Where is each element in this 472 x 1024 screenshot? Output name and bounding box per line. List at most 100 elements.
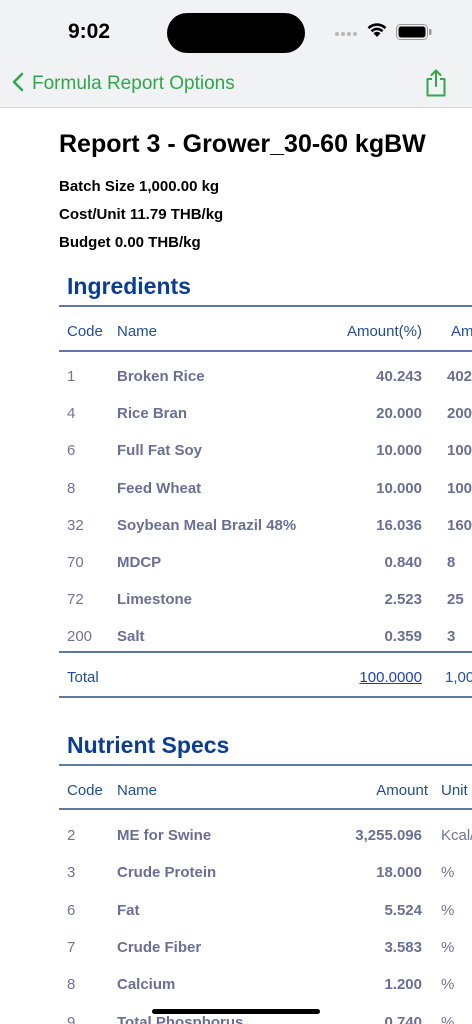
table-row: 6 Full Fat Soy 10.000 100 [0, 442, 472, 479]
cell-amount: 1.200 [384, 976, 422, 994]
cell-code: 200 [67, 628, 93, 646]
home-indicator [152, 1009, 320, 1014]
cell-amount: 8 [447, 554, 456, 571]
cell-amount-pct: 0.840 [384, 554, 422, 571]
cell-name: Calcium [117, 976, 176, 994]
cell-unit: % [441, 938, 455, 956]
table-row: 2 ME for Swine 3,255.096 Kcal/ [0, 827, 472, 864]
cell-name: Limestone [117, 591, 193, 609]
cell-name: Rice Bran [117, 405, 188, 423]
cell-code: 1 [67, 368, 76, 385]
report-content[interactable]: Report 3 - Grower_30-60 kgBW Batch Size … [0, 108, 472, 1024]
table-row: 9 Total Phosphorus 0.740% [0, 1014, 472, 1024]
table-row: 6 Fat 5.524% [0, 902, 472, 939]
divider [59, 350, 472, 352]
divider [59, 305, 472, 307]
cell-amount: 100 [447, 479, 472, 497]
cell-name: Fat [117, 901, 140, 919]
cell-amount: 160 [447, 516, 472, 534]
cell-code: 70 [67, 554, 84, 571]
col-header-amount: Amount [376, 782, 428, 799]
cell-code: 7 [67, 938, 76, 956]
cell-amount: 5.524 [384, 901, 422, 919]
table-row: 8 Feed Wheat 10.000 100 [0, 480, 472, 517]
share-button[interactable] [424, 68, 448, 103]
table-row: 70 MDCP 0.840 8 [0, 554, 472, 591]
total-amount-link[interactable]: 100.0000 [359, 669, 422, 686]
table-row: 72 Limestone 2.523 25 [0, 591, 472, 628]
cell-amount-pct: 40.243 [376, 368, 422, 385]
col-header-name: Name [117, 782, 158, 799]
cell-name: Feed Wheat [117, 479, 202, 497]
cost-per-unit: Cost/Unit 11.79 THB/kg [59, 206, 224, 223]
batch-size: Batch Size 1,000.00 kg [59, 178, 220, 195]
cell-amount: 18.000 [376, 864, 422, 882]
cell-name: Crude Fiber [117, 938, 202, 956]
status-bar: 9:02 [0, 0, 472, 62]
table-row: 3 Crude Protein 18.000% [0, 864, 472, 901]
cell-amount: 3,255.096 [355, 827, 422, 844]
navigation-bar: Formula Report Options [0, 62, 472, 108]
cell-unit: % [441, 901, 455, 919]
report-title: Report 3 - Grower_30-60 kgBW [59, 130, 426, 158]
cell-unit: % [441, 1013, 455, 1024]
cell-amount: 100 [447, 442, 472, 460]
cell-code: 72 [67, 591, 84, 609]
ingredients-title: Ingredients [67, 273, 191, 299]
col-header-amount-pct: Amount(%) [346, 323, 422, 340]
col-header-amount: Am [451, 323, 472, 340]
cell-name: Salt [117, 628, 145, 646]
cell-amount: 200 [447, 405, 472, 423]
signal-icon [335, 32, 357, 36]
cell-amount-pct: 20.000 [376, 405, 422, 423]
cell-name: MDCP [117, 554, 162, 571]
share-icon [424, 69, 448, 102]
cell-amount: 3 [447, 628, 456, 646]
cell-name: Crude Protein [117, 864, 217, 882]
battery-icon [396, 24, 432, 45]
cell-code: 8 [67, 976, 76, 994]
cell-code: 4 [67, 405, 76, 423]
cell-code: 6 [67, 442, 76, 460]
divider [59, 651, 472, 653]
cell-amount-pct: 0.359 [384, 628, 422, 646]
cell-name: Full Fat Soy [117, 442, 203, 460]
divider [59, 808, 472, 810]
cell-amount: 3.583 [384, 938, 422, 956]
budget: Budget 0.00 THB/kg [59, 234, 201, 251]
nutrient-specs-title: Nutrient Specs [67, 732, 230, 758]
cell-unit: % [441, 864, 455, 882]
cell-name: ME for Swine [117, 827, 212, 844]
cell-name: Total Phosphorus [117, 1013, 244, 1024]
table-row: 1 Broken Rice 40.243 402 [0, 368, 472, 405]
divider [59, 764, 472, 766]
divider [59, 696, 472, 698]
col-header-unit: Unit [441, 782, 468, 799]
cell-amount-pct: 10.000 [376, 442, 422, 460]
cell-code: 3 [67, 864, 76, 882]
total-amount: 1,00 [445, 669, 472, 686]
cell-code: 2 [67, 827, 76, 844]
cell-code: 6 [67, 901, 76, 919]
back-button-label: Formula Report Options [32, 73, 235, 94]
table-row: 32 Soybean Meal Brazil 48% 16.036 160 [0, 517, 472, 554]
cell-amount-pct: 16.036 [376, 516, 422, 534]
cell-name: Broken Rice [117, 368, 205, 385]
table-row: 200 Salt 0.359 3 [0, 628, 472, 665]
col-header-code: Code [67, 782, 103, 799]
cell-amount-pct: 10.000 [376, 479, 422, 497]
cell-name: Soybean Meal Brazil 48% [117, 516, 297, 534]
cell-amount: 402 [447, 368, 472, 385]
cell-code: 9 [67, 1013, 76, 1024]
wifi-icon [366, 22, 388, 43]
cell-amount: 0.740 [384, 1013, 422, 1024]
cell-code: 8 [67, 479, 76, 497]
cell-unit: Kcal/ [441, 827, 472, 844]
table-row: 7 Crude Fiber 3.583% [0, 939, 472, 976]
table-row: 8 Calcium 1.200% [0, 976, 472, 1013]
total-label: Total [67, 669, 99, 686]
cell-amount-pct: 2.523 [384, 591, 422, 609]
col-header-name: Name [117, 323, 158, 340]
back-button[interactable]: Formula Report Options [12, 68, 235, 100]
cell-code: 32 [67, 516, 84, 534]
